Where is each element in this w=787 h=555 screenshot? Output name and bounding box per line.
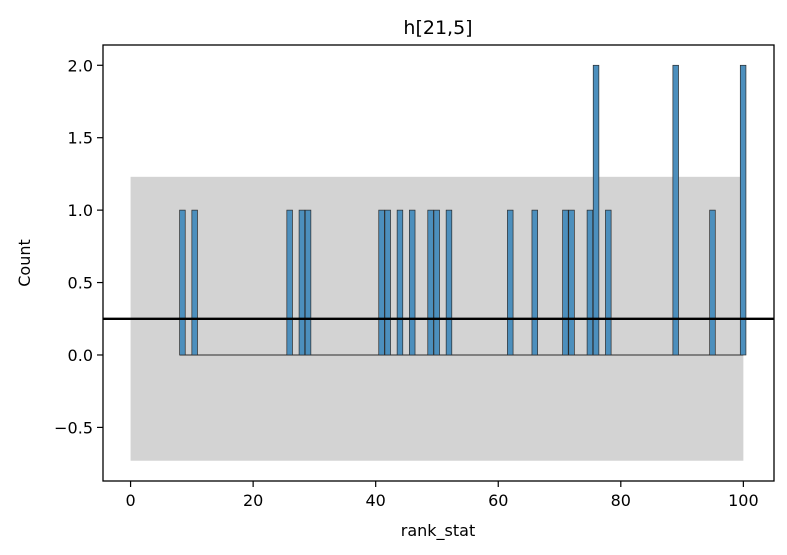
histogram-bar	[445, 209, 453, 356]
x-tick-label: 40	[366, 491, 386, 510]
y-tick-label: 0.0	[68, 346, 93, 365]
histogram-bar	[605, 209, 612, 356]
histogram-bar	[672, 64, 679, 356]
x-tick-label: 20	[243, 491, 263, 510]
histogram-bar	[433, 209, 440, 356]
histogram-bar	[384, 209, 391, 356]
histogram-bar	[568, 209, 575, 356]
x-tick-label: 0	[125, 491, 135, 510]
histogram-bar	[286, 209, 293, 356]
x-tick-label: 100	[728, 491, 759, 510]
x-tick-label: 80	[611, 491, 631, 510]
histogram-bar	[562, 209, 569, 356]
x-axis-label: rank_stat	[401, 521, 475, 541]
histogram-bar	[739, 64, 747, 356]
y-tick-label: 1.5	[68, 129, 93, 148]
histogram-bar	[709, 209, 716, 356]
x-tick-label: 60	[488, 491, 508, 510]
histogram-bar	[507, 209, 514, 356]
histogram-bar	[179, 209, 186, 356]
bars-layer	[179, 64, 747, 356]
histogram-bar	[427, 209, 434, 356]
y-tick-label: 2.0	[68, 56, 93, 75]
y-tick-label: 0.5	[68, 274, 93, 293]
histogram-bar	[592, 64, 600, 356]
histogram-bar	[531, 209, 538, 356]
histogram-bar	[191, 209, 198, 356]
x-ticks: 0 20 40 60 80 100	[125, 481, 759, 510]
histogram-bar	[409, 209, 416, 356]
histogram-bar	[298, 209, 306, 356]
histogram-bar	[378, 209, 385, 356]
y-tick-label: −0.5	[54, 418, 93, 437]
histogram-bar	[304, 209, 312, 356]
histogram-bar	[586, 209, 594, 356]
histogram-bar	[396, 209, 404, 356]
plot-frame	[102, 44, 775, 482]
y-tick-label: 1.0	[68, 201, 93, 220]
chart-title: h[21,5]	[403, 17, 472, 39]
y-ticks: −0.5 0.0 0.5 1.0 1.5 2.0	[54, 56, 103, 437]
y-axis-label: Count	[15, 239, 34, 287]
